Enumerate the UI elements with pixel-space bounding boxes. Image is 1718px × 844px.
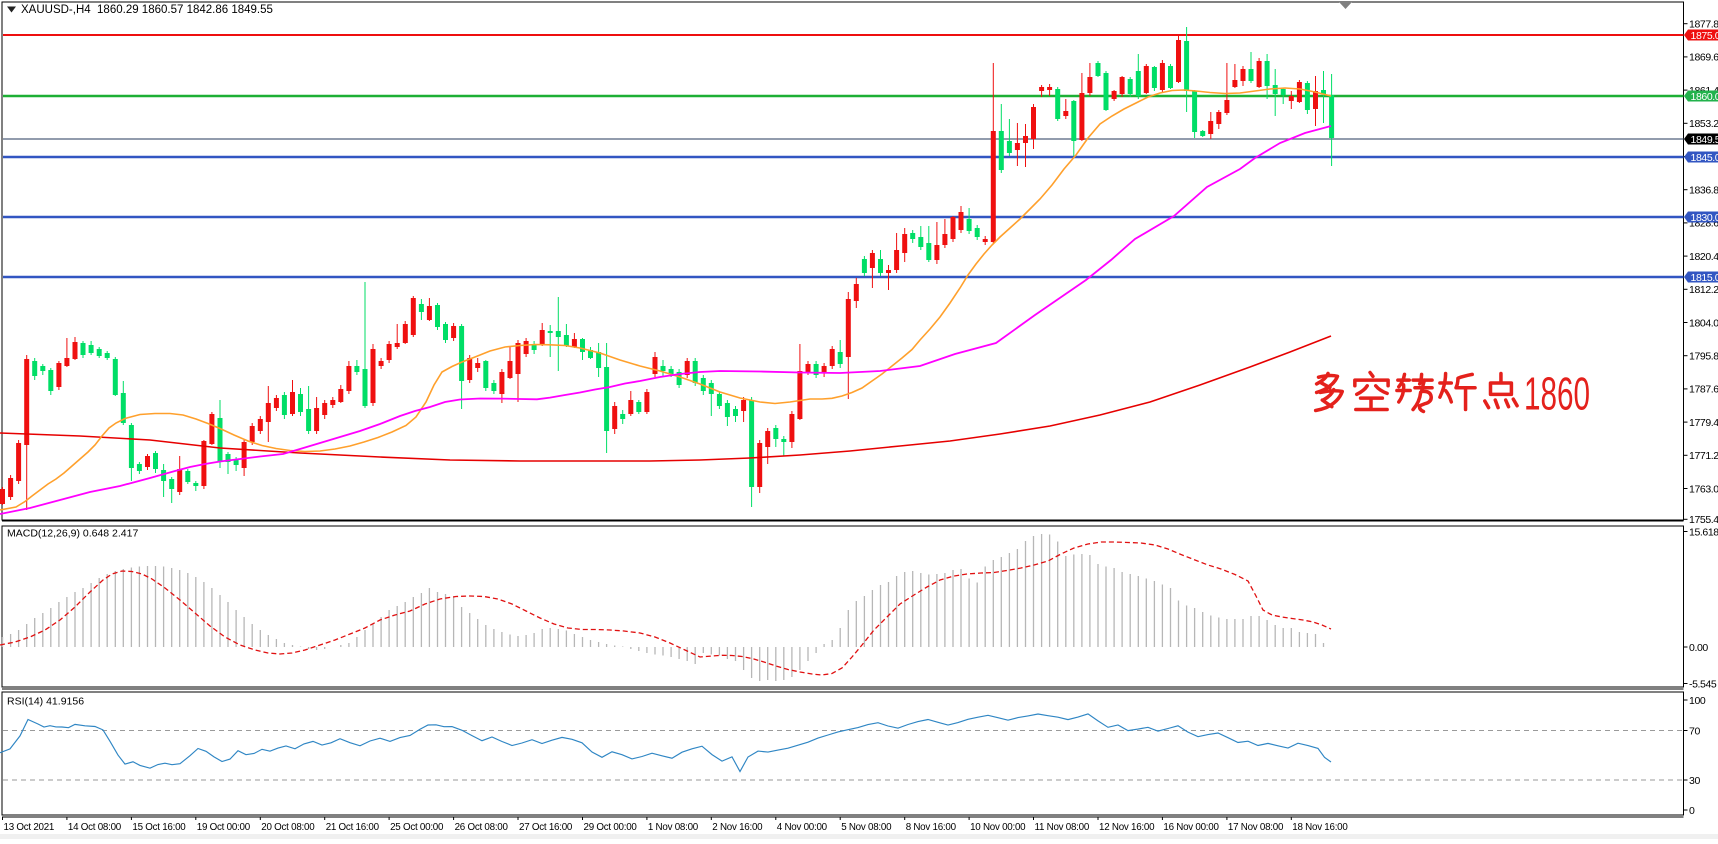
svg-text:1853.20: 1853.20 — [1689, 118, 1718, 130]
svg-text:2 Nov 16:00: 2 Nov 16:00 — [712, 822, 763, 833]
svg-text:20 Oct 08:00: 20 Oct 08:00 — [261, 822, 315, 833]
svg-text:15.618: 15.618 — [1689, 526, 1718, 538]
svg-text:27 Oct 16:00: 27 Oct 16:00 — [519, 822, 573, 833]
svg-text:1836.80: 1836.80 — [1689, 185, 1718, 197]
svg-text:1845.00: 1845.00 — [1691, 152, 1718, 164]
svg-text:1877.80: 1877.80 — [1689, 19, 1718, 31]
svg-text:-5.545: -5.545 — [1689, 678, 1717, 690]
svg-text:1812.20: 1812.20 — [1689, 284, 1718, 296]
svg-text:1795.80: 1795.80 — [1689, 351, 1718, 363]
svg-text:1 Nov 08:00: 1 Nov 08:00 — [648, 822, 699, 833]
svg-text:1849.55: 1849.55 — [1691, 134, 1718, 146]
svg-text:1755.40: 1755.40 — [1689, 514, 1718, 526]
svg-text:RSI(14) 41.9156: RSI(14) 41.9156 — [7, 696, 84, 708]
svg-text:1875.00: 1875.00 — [1691, 30, 1718, 42]
svg-text:8 Nov 16:00: 8 Nov 16:00 — [906, 822, 957, 833]
svg-text:100: 100 — [1689, 695, 1706, 707]
svg-text:1860.00: 1860.00 — [1691, 91, 1718, 103]
svg-text:1860: 1860 — [1524, 368, 1590, 420]
svg-text:1869.60: 1869.60 — [1689, 52, 1718, 64]
svg-text:MACD(12,26,9) 0.648 2.417: MACD(12,26,9) 0.648 2.417 — [7, 528, 138, 540]
svg-text:10 Nov 00:00: 10 Nov 00:00 — [970, 822, 1026, 833]
svg-text:1771.20: 1771.20 — [1689, 450, 1718, 462]
svg-text:11 Nov 08:00: 11 Nov 08:00 — [1035, 822, 1090, 833]
svg-text:29 Oct 00:00: 29 Oct 00:00 — [584, 822, 638, 833]
svg-text:16 Nov 00:00: 16 Nov 00:00 — [1163, 822, 1219, 833]
svg-text:30: 30 — [1689, 775, 1700, 787]
svg-text:XAUUSD-,H4 1860.29 1860.57 18: XAUUSD-,H4 1860.29 1860.57 1842.86 1849.… — [21, 4, 273, 16]
svg-text:17 Nov 08:00: 17 Nov 08:00 — [1228, 822, 1284, 833]
svg-text:1815.00: 1815.00 — [1691, 272, 1718, 284]
svg-text:0: 0 — [1689, 805, 1695, 817]
svg-text:70: 70 — [1689, 725, 1700, 737]
svg-text:15 Oct 16:00: 15 Oct 16:00 — [132, 822, 186, 833]
svg-text:21 Oct 16:00: 21 Oct 16:00 — [326, 822, 380, 833]
svg-text:1779.40: 1779.40 — [1689, 417, 1718, 429]
svg-text:14 Oct 08:00: 14 Oct 08:00 — [68, 822, 122, 833]
svg-text:1820.40: 1820.40 — [1689, 251, 1718, 263]
svg-text:19 Oct 00:00: 19 Oct 00:00 — [197, 822, 251, 833]
svg-text:4 Nov 00:00: 4 Nov 00:00 — [777, 822, 828, 833]
svg-text:12 Nov 16:00: 12 Nov 16:00 — [1099, 822, 1155, 833]
svg-text:13 Oct 2021: 13 Oct 2021 — [4, 822, 55, 833]
svg-text:5 Nov 08:00: 5 Nov 08:00 — [841, 822, 892, 833]
svg-text:1804.00: 1804.00 — [1689, 317, 1718, 329]
svg-text:26 Oct 08:00: 26 Oct 08:00 — [455, 822, 509, 833]
svg-text:0.00: 0.00 — [1689, 642, 1708, 654]
svg-text:1787.60: 1787.60 — [1689, 384, 1718, 396]
svg-text:1763.00: 1763.00 — [1689, 483, 1718, 495]
svg-text:1830.00: 1830.00 — [1691, 212, 1718, 224]
svg-text:25 Oct 00:00: 25 Oct 00:00 — [390, 822, 444, 833]
svg-text:18 Nov 16:00: 18 Nov 16:00 — [1292, 822, 1348, 833]
